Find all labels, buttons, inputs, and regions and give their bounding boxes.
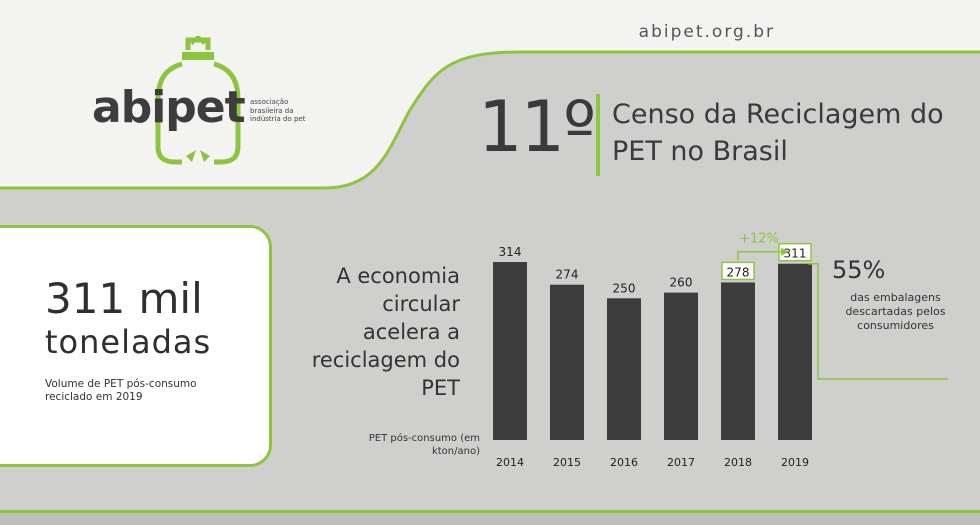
- title-divider: [596, 94, 600, 176]
- growth-arrow-icon: [781, 247, 789, 256]
- tick-label-2017: 2017: [667, 456, 695, 469]
- value-label-2015: 274: [556, 268, 579, 282]
- site-url[interactable]: abipet.org.br: [638, 22, 775, 42]
- tick-label-2018: 2018: [724, 456, 752, 469]
- highlight-unit: toneladas: [45, 323, 212, 361]
- abipet-logo: abipet associação brasileira da indústri…: [92, 36, 322, 166]
- value-label-2017: 260: [670, 276, 693, 290]
- side-stat-value: 55%: [832, 256, 886, 284]
- tick-label-2014: 2014: [496, 456, 524, 469]
- logo-wordmark: abipet: [92, 82, 246, 133]
- bar-2015: [550, 284, 584, 440]
- bar-2014: [493, 262, 527, 440]
- logo-tagline: associação brasileira da indústria do pe…: [250, 98, 306, 123]
- bottom-green-line: [0, 510, 980, 513]
- tick-label-2015: 2015: [553, 456, 581, 469]
- side-stat-description: das embalagens descartadas pelos consumi…: [845, 291, 946, 332]
- bar-2016: [607, 298, 641, 440]
- recycle-bottle-icon: [155, 36, 241, 165]
- stat-bracket: [808, 262, 948, 380]
- bar-2017: [664, 292, 698, 440]
- growth-connector: [737, 250, 783, 261]
- chart-headline: A economia circular acelera a reciclagem…: [311, 264, 460, 400]
- tick-label-2019: 2019: [781, 456, 809, 469]
- value-box-2018: [721, 261, 755, 281]
- bar-2018: [721, 282, 755, 440]
- panel-green-outline: [0, 50, 980, 190]
- value-label-2018: 278: [727, 265, 750, 279]
- value-label-2016: 250: [613, 281, 636, 295]
- value-label-2019: 311: [784, 247, 807, 261]
- growth-annotation: +12%: [739, 232, 779, 247]
- highlight-value: 311 mil: [45, 274, 203, 323]
- page-title: Censo da Reciclagem do PET no Brasil: [612, 99, 944, 167]
- bar-2019: [778, 263, 812, 440]
- edition-number: 11º: [478, 86, 596, 168]
- highlight-card: 311 mil toneladas Volume de PET pós-cons…: [0, 225, 272, 467]
- chart-unit-label: PET pós-consumo (em kton/ano): [368, 433, 480, 457]
- value-label-2014: 314: [499, 245, 522, 259]
- highlight-description: Volume de PET pós-consumo reciclado em 2…: [45, 378, 197, 403]
- tick-label-2016: 2016: [610, 456, 638, 469]
- bottom-band: [0, 512, 980, 525]
